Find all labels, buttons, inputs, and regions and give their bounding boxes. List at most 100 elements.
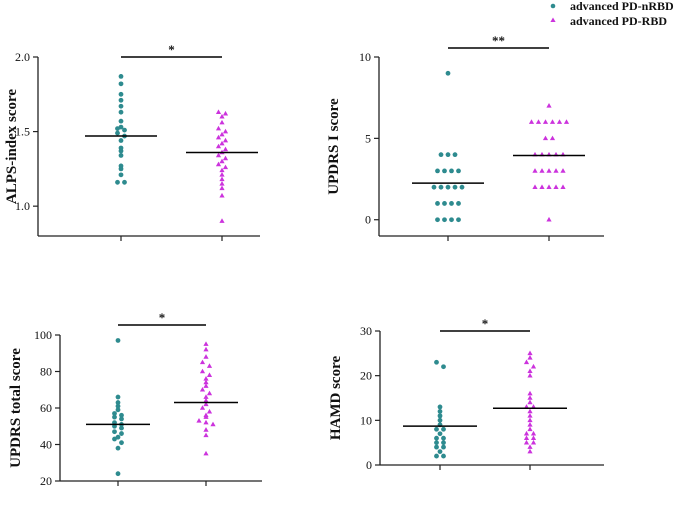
data-point-nrbd [112,436,117,442]
y-tick-label: 0 [365,213,371,227]
data-point-rbd [222,146,229,152]
data-point-nrbd [437,409,443,414]
data-point-rbd [219,180,225,186]
y-tick-label: 5 [365,131,371,145]
data-point-nrbd [115,179,120,185]
data-point-rbd [222,164,229,170]
y-tick-label: 30 [360,324,372,338]
data-point-rbd [210,421,216,427]
data-point-rbd [199,368,206,374]
data-point-nrbd [434,435,439,441]
data-point-nrbd [118,81,124,87]
data-point-rbd [206,408,213,414]
y-tick-label: 1.0 [15,199,30,213]
data-point-nrbd [115,400,121,405]
data-point-nrbd [456,217,461,223]
data-point-rbd [523,435,530,440]
y-tick-label: 0 [366,458,372,472]
data-point-rbd [215,134,222,140]
legend: advanced PD-nRBD advanced PD-RBD [550,0,674,28]
legend-marker-rbd [550,17,556,22]
data-point-nrbd [452,184,458,190]
data-point-nrbd [431,184,437,190]
data-point-rbd [546,103,552,108]
data-point-rbd [560,184,566,189]
y-tick-label: 80 [40,365,52,379]
data-point-rbd [535,119,542,124]
data-point-rbd [539,168,545,173]
y-axis-label: UPDRS total score [8,348,24,468]
data-point-nrbd [118,103,124,109]
data-point-rbd [203,450,209,456]
panel-updrs-total: 20 40 60 80 100 UPDRS total score * [8,310,262,488]
data-point-nrbd [112,429,117,435]
data-point-nrbd [434,440,439,446]
data-point-rbd [199,405,206,410]
data-point-nrbd [115,338,121,343]
data-point-nrbd [438,184,444,190]
y-tick-label: 1.5 [15,125,30,139]
data-point-rbd [539,184,545,189]
data-point-nrbd [118,73,124,79]
data-point-rbd [219,113,225,119]
data-point-nrbd [434,444,439,450]
data-point-rbd [203,354,209,359]
data-point-nrbd [437,417,443,423]
data-point-rbd [206,363,213,368]
y-tick-label: 60 [40,401,52,415]
data-point-rbd [530,363,537,369]
data-point-rbd [546,184,552,189]
data-point-nrbd [118,109,124,115]
data-point-nrbd [118,97,124,103]
data-point-rbd [203,376,209,381]
data-point-nrbd [445,184,451,190]
data-point-rbd [527,390,533,396]
data-point-rbd [203,401,209,407]
data-point-nrbd [112,411,117,416]
data-point-nrbd [437,404,443,410]
data-point-nrbd [441,440,446,446]
data-point-rbd [219,167,225,173]
data-point-nrbd [118,172,124,178]
data-point-nrbd [434,359,439,365]
data-point-nrbd [119,412,124,418]
data-point-nrbd [435,168,440,174]
data-point-rbd [203,427,209,432]
data-point-nrbd [118,148,124,154]
data-point-rbd [222,155,229,161]
data-point-rbd [527,350,533,356]
data-point-nrbd [441,426,446,432]
data-point-rbd [549,135,556,141]
data-point-nrbd [459,184,465,190]
data-point-nrbd [441,435,446,441]
data-point-rbd [203,397,209,403]
data-point-nrbd [112,414,117,420]
data-point-rbd [527,368,533,373]
data-point-rbd [523,359,530,365]
data-point-nrbd [449,168,454,174]
significance-label: * [168,42,175,57]
data-point-rbd [532,184,538,189]
data-point-rbd [219,172,225,177]
panel-updrs-i: 0 5 10 UPDRS I score ** [326,33,604,241]
data-point-rbd [215,143,222,149]
y-axis-label: HAMD score [328,356,344,441]
data-point-nrbd [118,91,124,97]
data-point-rbd [527,422,533,427]
data-point-rbd [222,110,229,116]
data-point-rbd [549,119,556,124]
data-point-rbd [532,168,538,173]
data-point-rbd [206,390,213,396]
panel-alps-index: 1.0 1.5 2.0 ALPS-index score * [4,42,260,241]
data-point-nrbd [434,426,439,432]
data-point-rbd [203,383,209,388]
data-point-rbd [527,395,533,400]
y-tick-label: 100 [34,328,52,342]
data-point-rbd [523,439,530,445]
data-point-nrbd [115,471,121,477]
data-point-rbd [530,439,537,445]
data-point-rbd [563,119,570,124]
data-point-rbd [560,168,566,173]
significance-label: * [482,316,489,331]
